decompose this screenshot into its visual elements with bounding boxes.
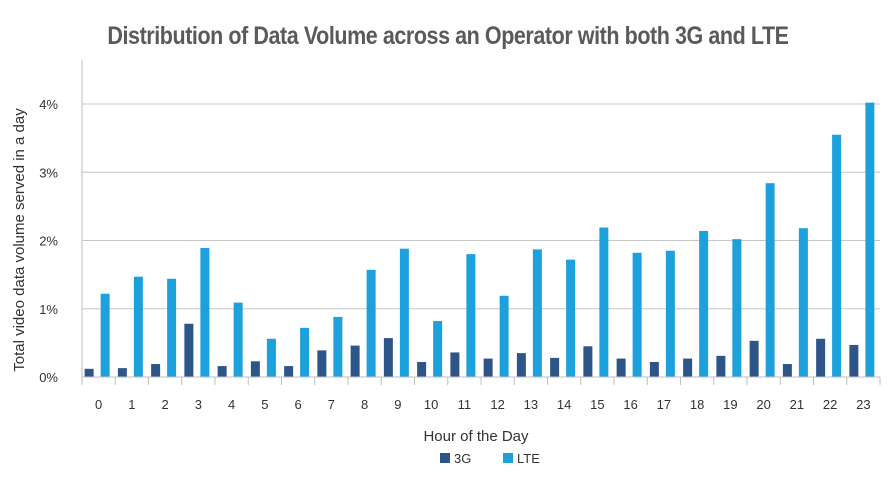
chart-title: Distribution of Data Volume across an Op… — [107, 22, 789, 50]
bar-lte — [832, 134, 842, 377]
y-tick-label: 2% — [39, 234, 58, 249]
bar-lte — [699, 230, 709, 377]
x-tick-label: 2 — [162, 397, 169, 412]
bar-lte — [333, 316, 343, 377]
y-tick-label: 3% — [39, 165, 58, 180]
bar-3g — [683, 358, 693, 377]
x-tick-label: 23 — [856, 397, 870, 412]
bar-3g — [117, 368, 127, 377]
y-tick-label: 4% — [39, 97, 58, 112]
bar-3g — [749, 340, 759, 377]
bar-lte — [566, 259, 576, 377]
x-tick-label: 9 — [394, 397, 401, 412]
bar-lte — [300, 327, 310, 377]
bar-lte — [798, 228, 808, 377]
bar-lte — [765, 183, 775, 377]
bar-3g — [250, 361, 260, 377]
x-tick-label: 20 — [756, 397, 770, 412]
bar-lte — [266, 338, 276, 377]
legend-label-lte: LTE — [517, 451, 540, 466]
x-tick-label: 10 — [424, 397, 438, 412]
bar-3g — [450, 352, 460, 377]
x-tick-label: 7 — [328, 397, 335, 412]
x-tick-label: 0 — [95, 397, 102, 412]
bar-3g — [483, 358, 493, 377]
y-axis-ticks: 0% 1% 2% 3% 4% — [39, 97, 58, 385]
x-tick-label: 18 — [690, 397, 704, 412]
bar-3g — [583, 346, 593, 377]
bar-3g — [516, 353, 526, 377]
x-tick-label: 11 — [458, 397, 472, 412]
legend-swatch-lte — [503, 453, 513, 463]
bar-lte — [632, 252, 642, 377]
legend-swatch-3g — [440, 453, 450, 463]
bar-3g — [350, 345, 360, 377]
x-tick-label: 4 — [228, 397, 235, 412]
bar-3g — [649, 361, 659, 377]
x-tick-label: 15 — [590, 397, 604, 412]
bar-3g — [417, 361, 427, 377]
x-axis-title: Hour of the Day — [423, 428, 529, 445]
x-tick-label: 16 — [623, 397, 637, 412]
bar-3g — [151, 364, 161, 377]
x-axis-ticks: 0 1 2 3 4 5 6 7 8 9 10 11 12 13 14 15 16 17 18 19 20 21 22 23 — [81, 377, 881, 412]
x-tick-label: 22 — [823, 397, 837, 412]
bar-lte — [466, 254, 476, 377]
legend: 3G LTE — [440, 451, 540, 466]
x-tick-label: 12 — [490, 397, 504, 412]
x-tick-label: 14 — [557, 397, 571, 412]
gridlines — [82, 103, 880, 310]
x-tick-label: 13 — [524, 397, 538, 412]
bar-lte — [167, 278, 177, 377]
bar-3g — [84, 368, 94, 377]
bar-3g — [217, 366, 227, 377]
bar-3g — [184, 323, 194, 377]
x-tick-label: 3 — [195, 397, 202, 412]
bar-3g — [317, 350, 327, 377]
x-tick-label: 8 — [361, 397, 368, 412]
y-axis-title: Total video data volume served in a day — [11, 108, 28, 372]
x-tick-label: 17 — [657, 397, 671, 412]
bar-3g — [849, 344, 859, 377]
bar-lte — [665, 250, 675, 377]
bar-lte — [133, 276, 143, 377]
bar-lte — [399, 248, 409, 377]
y-tick-label: 0% — [39, 370, 58, 385]
bar-3g — [816, 338, 826, 377]
x-tick-label: 5 — [261, 397, 268, 412]
bar-3g — [284, 366, 294, 377]
bar-lte — [732, 239, 742, 377]
x-tick-label: 6 — [295, 397, 302, 412]
bar-lte — [433, 321, 443, 377]
bar-3g — [616, 358, 626, 377]
bar-lte — [233, 302, 243, 377]
bar-3g — [550, 357, 560, 377]
bar-lte — [499, 295, 509, 377]
bar-lte — [599, 227, 609, 377]
x-tick-label: 1 — [128, 397, 135, 412]
bars — [84, 102, 875, 377]
bar-lte — [366, 269, 376, 377]
bar-lte — [532, 249, 542, 377]
x-tick-label: 19 — [723, 397, 737, 412]
legend-label-3g: 3G — [454, 451, 471, 466]
bar-lte — [100, 293, 110, 377]
bar-lte — [865, 102, 875, 377]
y-tick-label: 1% — [39, 302, 58, 317]
bar-3g — [383, 338, 393, 377]
bar-3g — [782, 364, 792, 377]
bar-lte — [200, 248, 210, 377]
bar-3g — [716, 355, 726, 377]
x-tick-label: 21 — [790, 397, 804, 412]
